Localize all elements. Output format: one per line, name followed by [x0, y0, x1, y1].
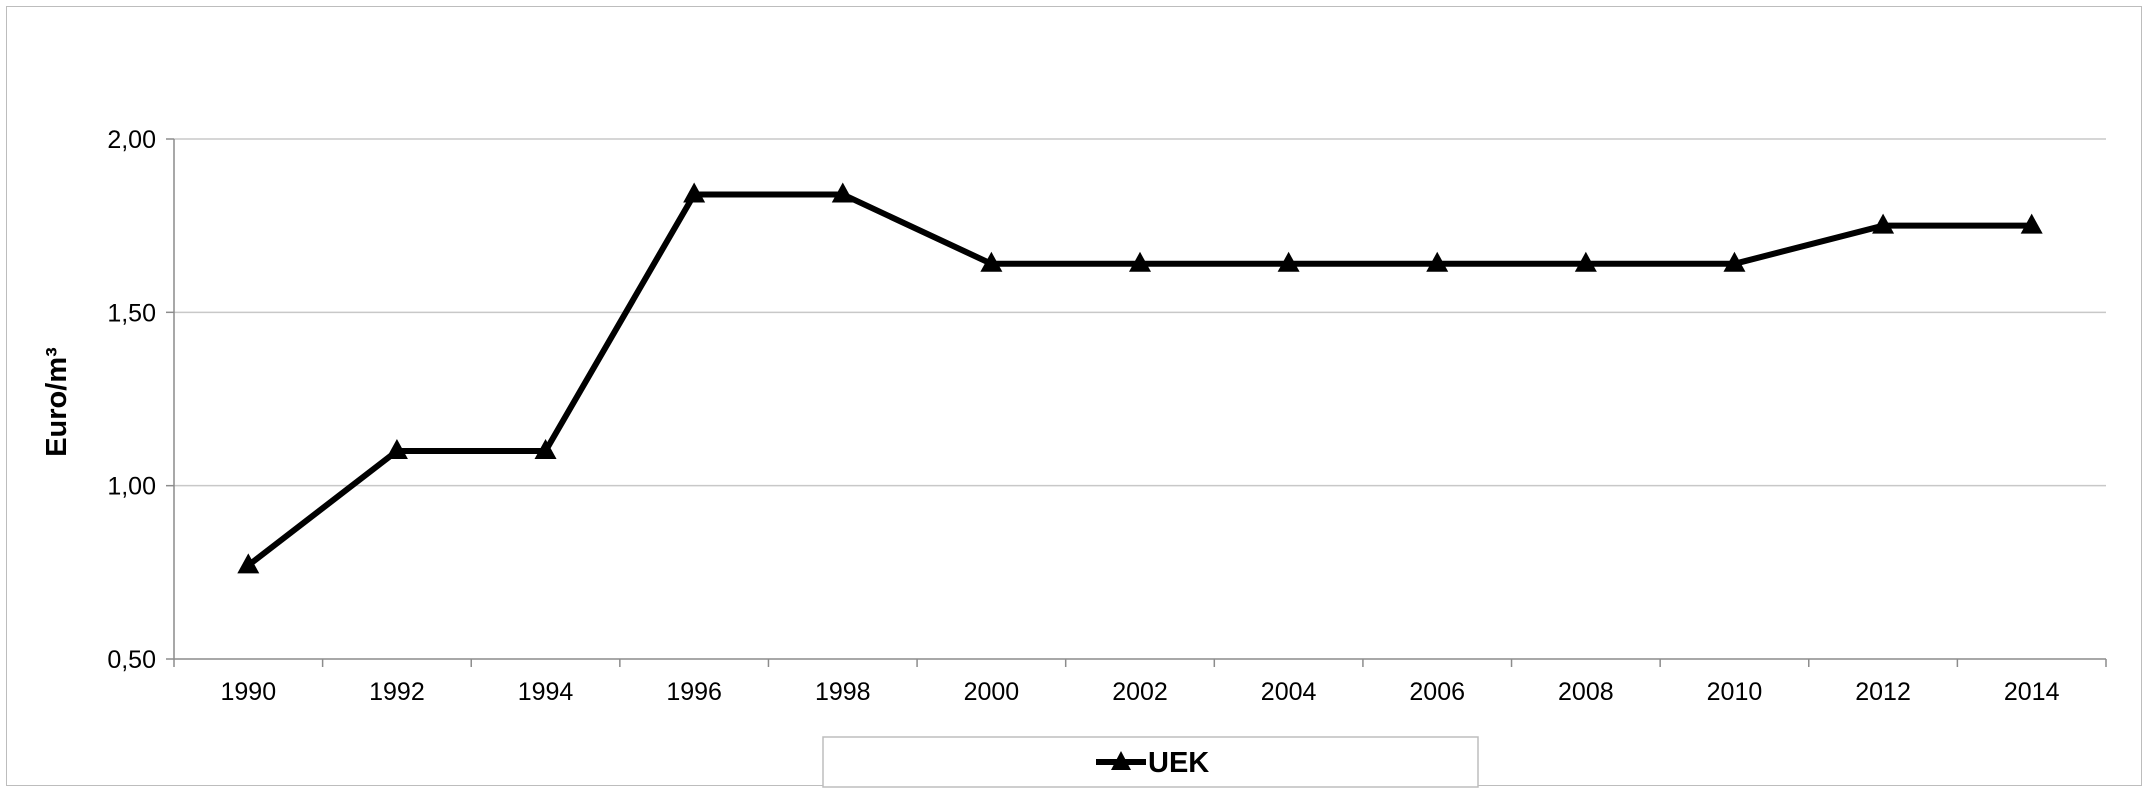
- data-point-marker: [534, 439, 557, 459]
- x-tick-label: 2008: [1558, 678, 1614, 706]
- legend-box: [822, 736, 1479, 788]
- x-tick-labels: 1990 1992 1994 1996 1998 2000 2002 2004 2006 2008…: [220, 678, 2059, 706]
- data-point-marker: [237, 553, 260, 574]
- data-point-marker: [1872, 213, 1895, 234]
- data-point-marker: [2020, 213, 2043, 234]
- x-tick-label: 1998: [815, 678, 871, 706]
- gridlines: [174, 138, 2106, 487]
- legend: UEK: [822, 736, 1479, 788]
- data-point-marker: [1723, 251, 1746, 272]
- x-tick-label: 1990: [220, 678, 276, 706]
- data-point-marker: [980, 251, 1003, 272]
- series-line-uek: [246, 191, 2032, 568]
- data-point-marker: [1426, 251, 1449, 272]
- legend-marker-triangle: [1111, 751, 1131, 770]
- y-tick-label: 1,00: [107, 473, 156, 501]
- chart-frame: [6, 6, 2142, 786]
- x-tick-label: 1994: [518, 678, 574, 706]
- data-point-marker: [385, 439, 408, 459]
- data-point-marker: [1129, 251, 1151, 272]
- axes: [166, 138, 2107, 667]
- data-point-marker: [683, 182, 706, 203]
- x-tick-label: 2004: [1261, 678, 1317, 706]
- data-point-marker: [1277, 251, 1300, 272]
- x-tick-label: 2002: [1112, 678, 1168, 706]
- x-tick-label: 2010: [1707, 678, 1763, 706]
- y-axis-label: Euro/m³: [41, 347, 73, 457]
- x-tick-label: 1996: [666, 678, 722, 706]
- y-tick-label: 2,00: [107, 126, 156, 154]
- x-tick-label: 1992: [369, 678, 425, 706]
- data-point-marker: [831, 182, 854, 203]
- series-layer: [237, 182, 2043, 574]
- x-tick-label: 2012: [1855, 678, 1911, 706]
- legend-entry-uek: UEK: [1148, 747, 1209, 779]
- y-tick-labels: 0,50 1,00 1,50 2,00: [107, 126, 156, 674]
- y-tick-label: 0,50: [107, 646, 156, 674]
- x-tick-label: 2006: [1409, 678, 1465, 706]
- y-tick-label: 1,50: [107, 299, 156, 327]
- x-tick-label: 2014: [2004, 678, 2060, 706]
- x-tick-label: 2000: [964, 678, 1020, 706]
- data-point-marker: [1574, 251, 1597, 272]
